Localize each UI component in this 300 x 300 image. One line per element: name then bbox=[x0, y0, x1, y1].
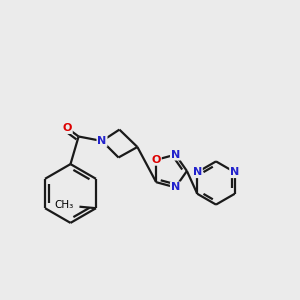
Text: O: O bbox=[62, 123, 72, 133]
Text: CH₃: CH₃ bbox=[55, 200, 74, 210]
Text: N: N bbox=[98, 136, 106, 146]
Text: N: N bbox=[193, 167, 202, 177]
Text: O: O bbox=[152, 155, 161, 165]
Text: N: N bbox=[230, 167, 239, 177]
Text: N: N bbox=[171, 150, 180, 160]
Text: N: N bbox=[171, 182, 180, 192]
